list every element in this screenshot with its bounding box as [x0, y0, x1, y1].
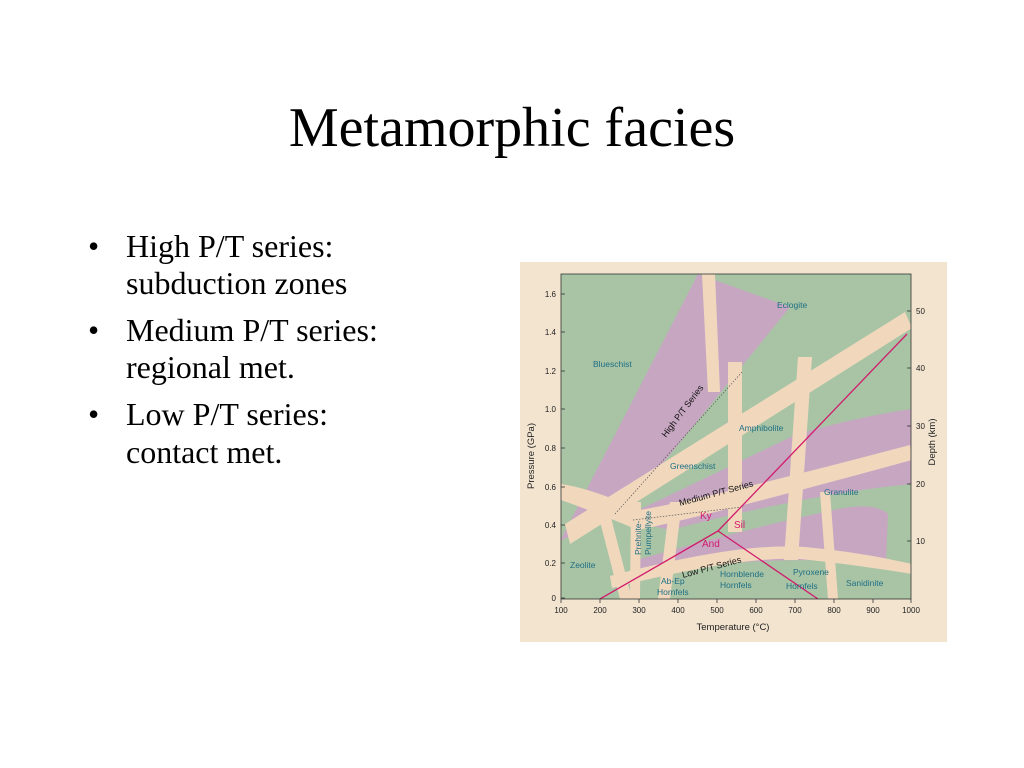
y-tick-label: 1.0: [545, 405, 557, 414]
depth-tick-label: 10: [916, 537, 925, 546]
bullet-dot: •: [88, 396, 100, 433]
and-sil-line: [717, 530, 819, 599]
blueschist-band: [561, 274, 790, 541]
bullet-item: • Medium P/T series: regional met.: [88, 312, 488, 386]
facies-label-eclogite: Eclogite: [777, 300, 808, 310]
facies-label-hornblende-hornfels: Hornfels: [720, 580, 752, 590]
depth-tick-label: 50: [916, 307, 925, 316]
y-tick-label: 0.6: [545, 483, 557, 492]
facies-label-greenschist: Greenschist: [670, 461, 716, 471]
boundary-strip-3: [658, 502, 682, 599]
y-tick-label: 1.6: [545, 290, 557, 299]
slide-title: Metamorphic facies: [288, 97, 736, 159]
facies-label-sanidinite: Sanidinite: [846, 578, 884, 588]
facies-label-abep: Ab-Ep: [661, 576, 685, 586]
x-tick-label: 600: [749, 606, 763, 615]
bullet-line: subduction zones: [126, 265, 348, 302]
facies-label-pyroxene: Pyroxene: [793, 567, 829, 577]
left-axis: 0 0.2 0.4 0.6 0.8 1.0 1.2 1.4 1.6: [545, 290, 565, 603]
facies-label-blueschist: Blueschist: [593, 359, 632, 369]
facies-label-abep-hornfels: Hornfels: [657, 587, 689, 597]
depth-tick-label: 20: [916, 480, 925, 489]
facies-label-zeolite: Zeolite: [570, 560, 596, 570]
x-tick-label: 900: [866, 606, 880, 615]
boundary-strip-4: [702, 274, 720, 392]
boundary-strip-1: [595, 502, 632, 599]
bullet-dot: •: [88, 228, 100, 264]
metamorphic-facies-diagram: 0 0.2 0.4 0.6 0.8 1.0 1.2 1.4 1.6 10 20 …: [520, 262, 947, 642]
y-tick-label: 0: [552, 594, 557, 603]
boundary-strip-6: [784, 357, 812, 560]
bullet-item: • Low P/T series: contact met.: [88, 396, 488, 470]
bottom-axis: 100 200 300 400 500 600 700 800 900 1000: [554, 599, 920, 615]
depth-tick-label: 30: [916, 422, 925, 431]
ky-sil-line: [717, 333, 908, 532]
y-tick-label: 1.4: [545, 328, 557, 337]
y-tick-label: 0.8: [545, 444, 557, 453]
x-tick-label: 300: [632, 606, 646, 615]
bullet-line: Low P/T series:: [126, 396, 329, 433]
y-axis-right-label: Depth (km): [927, 419, 938, 466]
x-tick-label: 500: [710, 606, 724, 615]
medium-pt-path: [561, 445, 911, 530]
boundary-strip-5: [728, 362, 742, 532]
facies-label-prehnite: Prehnite-: [633, 520, 643, 555]
bullet-line: Medium P/T series:: [126, 312, 378, 349]
mineral-label-and: And: [702, 539, 720, 550]
bullet-line: contact met.: [126, 433, 283, 470]
mineral-label-sil: Sil: [734, 520, 745, 531]
y-tick-label: 0.4: [545, 521, 557, 530]
bullet-dot: •: [88, 312, 100, 349]
bullet-list: • High P/T series: subduction zones • Me…: [88, 228, 488, 481]
facies-label-amphibolite: Amphibolite: [739, 423, 784, 433]
x-tick-label: 400: [671, 606, 685, 615]
y-tick-label: 0.2: [545, 559, 557, 568]
facies-label-pyroxene-hornfels: Hornfels: [786, 581, 818, 591]
x-tick-label: 1000: [902, 606, 920, 615]
x-axis-label: Temperature (°C): [697, 622, 770, 633]
x-tick-label: 700: [788, 606, 802, 615]
plot-frame: [560, 273, 912, 600]
y-axis-left-label: Pressure (GPa): [526, 423, 537, 489]
bullet-line: regional met.: [126, 349, 295, 386]
boundary-strip-2: [630, 502, 641, 599]
facies-label-pumpellyite: Pumpellyite: [643, 511, 653, 555]
right-axis: 10 20 30 40 50: [907, 307, 925, 546]
boundary-strip-7: [820, 492, 838, 599]
x-tick-label: 800: [827, 606, 841, 615]
bullet-line: High P/T series:: [126, 228, 334, 264]
x-tick-label: 100: [554, 606, 568, 615]
y-tick-label: 1.2: [545, 367, 557, 376]
mineral-label-ky: Ky: [700, 511, 712, 522]
facies-label-hornblende: Hornblende: [720, 569, 764, 579]
ky-and-line: [599, 530, 719, 599]
low-pt-path: [610, 546, 911, 588]
x-tick-label: 200: [593, 606, 607, 615]
bullet-item: • High P/T series: subduction zones: [88, 228, 488, 302]
depth-tick-label: 40: [916, 364, 925, 373]
dotted-guide-2: [632, 506, 743, 521]
facies-label-granulite: Granulite: [824, 487, 859, 497]
